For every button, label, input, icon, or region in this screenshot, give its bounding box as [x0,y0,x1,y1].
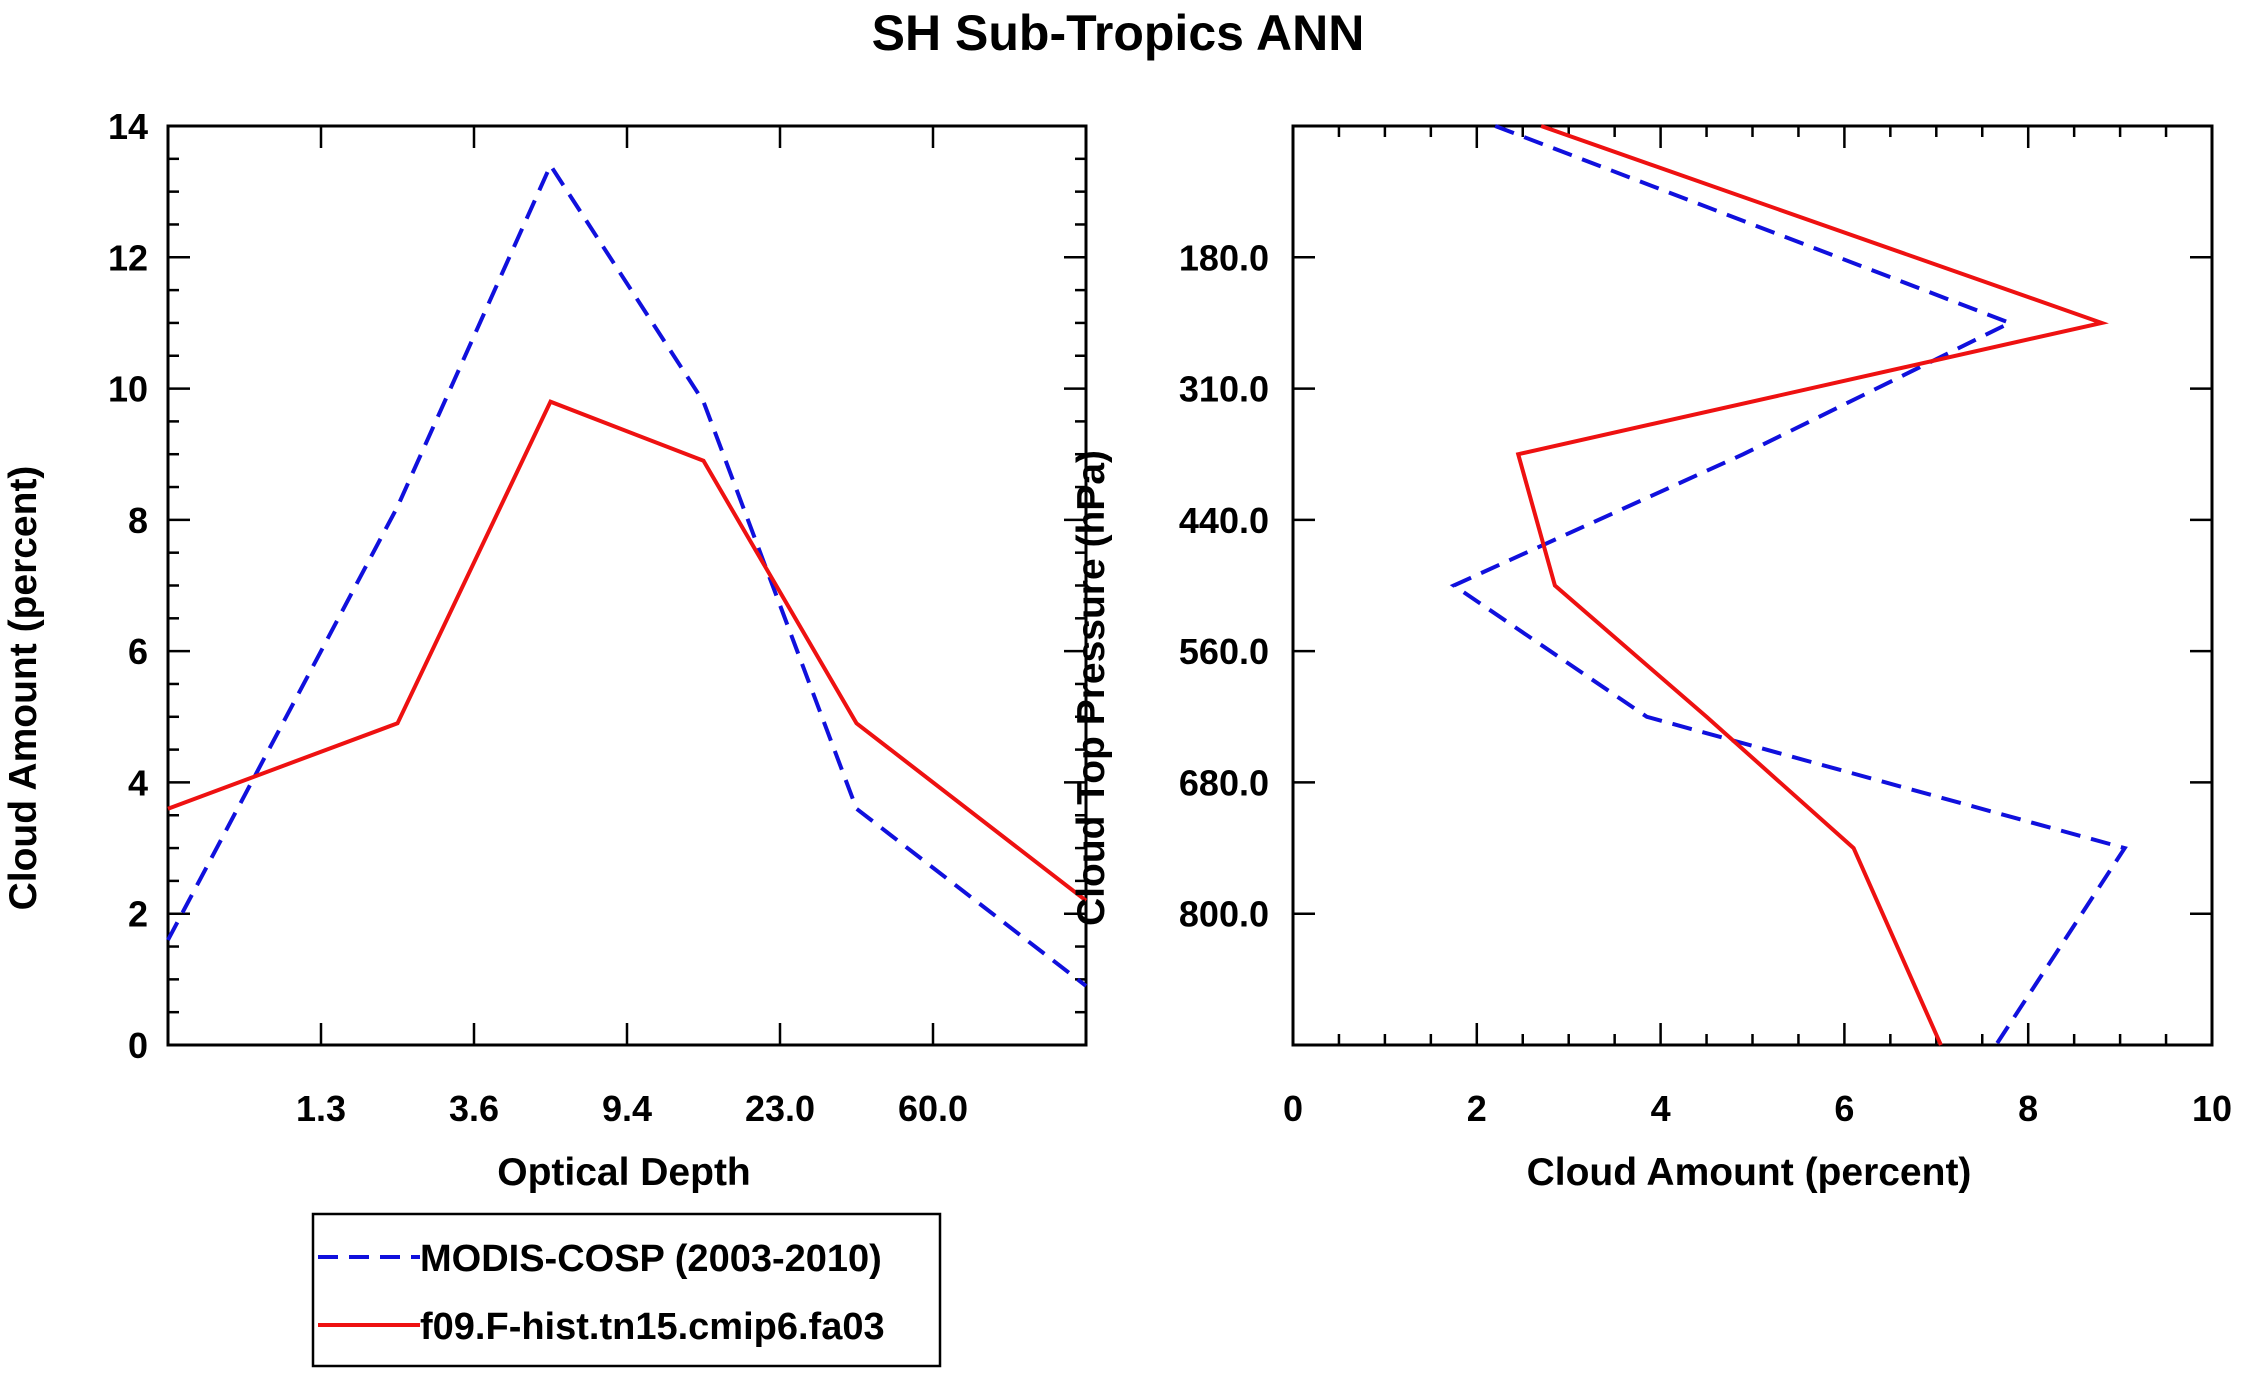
right-x-tick-label: 0 [1283,1088,1303,1129]
right-plot-frame [1291,124,2214,1047]
right-x-tick-label: 2 [1467,1088,1487,1129]
right-series-line-modis [1449,124,2128,1047]
left-series-line-model [167,399,1088,903]
right-series-line-model [1515,124,2109,1046]
right-x-axis-label: Cloud Amount (percent) [1527,1151,1972,1194]
right-chart-panel: Cloud Amount (percent) Cloud Top Pressur… [1070,124,2232,1194]
right-y-tick-label: 560.0 [1179,631,1269,672]
right-x-tick-label: 8 [2018,1088,2038,1129]
left-chart-panel: Optical Depth Cloud Amount (percent) 0 2 4… [2,106,1088,1194]
figure-title: SH Sub-Tropics ANN [872,5,1365,61]
left-y-axis-label: Cloud Amount (percent) [2,466,45,911]
left-x-tick-label: 3.6 [449,1088,499,1129]
left-y-tick-label: 8 [128,500,148,541]
right-y-tick-label: 440.0 [1179,500,1269,541]
right-x-tick-label: 6 [1834,1088,1854,1129]
left-x-tick-label: 9.4 [602,1088,652,1129]
left-y-tick-label: 4 [128,762,148,803]
legend: MODIS-COSP (2003-2010) f09.F-hist.tn15.c… [311,1212,942,1368]
legend-label-model: f09.F-hist.tn15.cmip6.fa03 [420,1306,885,1348]
left-y-tick-label: 6 [128,631,148,672]
right-x-tick-label: 10 [2192,1088,2232,1129]
left-y-tick-label: 2 [128,894,148,935]
right-y-axis-label: Cloud Top Pressure (hPa) [1070,450,1113,926]
legend-label-modis: MODIS-COSP (2003-2010) [420,1238,882,1280]
left-x-axis-label: Optical Depth [497,1151,751,1194]
right-y-tick-label: 800.0 [1179,894,1269,935]
left-y-tick-label: 0 [128,1025,148,1066]
legend-box [311,1212,942,1368]
right-y-tick-label: 680.0 [1179,762,1269,803]
left-plot-frame [166,124,1088,1047]
left-y-tick-label: 14 [108,106,148,147]
left-x-tick-label: 23.0 [745,1088,815,1129]
right-x-tick-label: 4 [1651,1088,1671,1129]
right-y-tick-label: 180.0 [1179,237,1269,278]
left-series-line-modis [166,161,1088,988]
right-y-tick-label: 310.0 [1179,369,1269,410]
left-y-tick-label: 10 [108,369,148,410]
left-x-tick-label: 1.3 [296,1088,346,1129]
left-y-tick-label: 12 [108,237,148,278]
left-x-tick-label: 60.0 [898,1088,968,1129]
